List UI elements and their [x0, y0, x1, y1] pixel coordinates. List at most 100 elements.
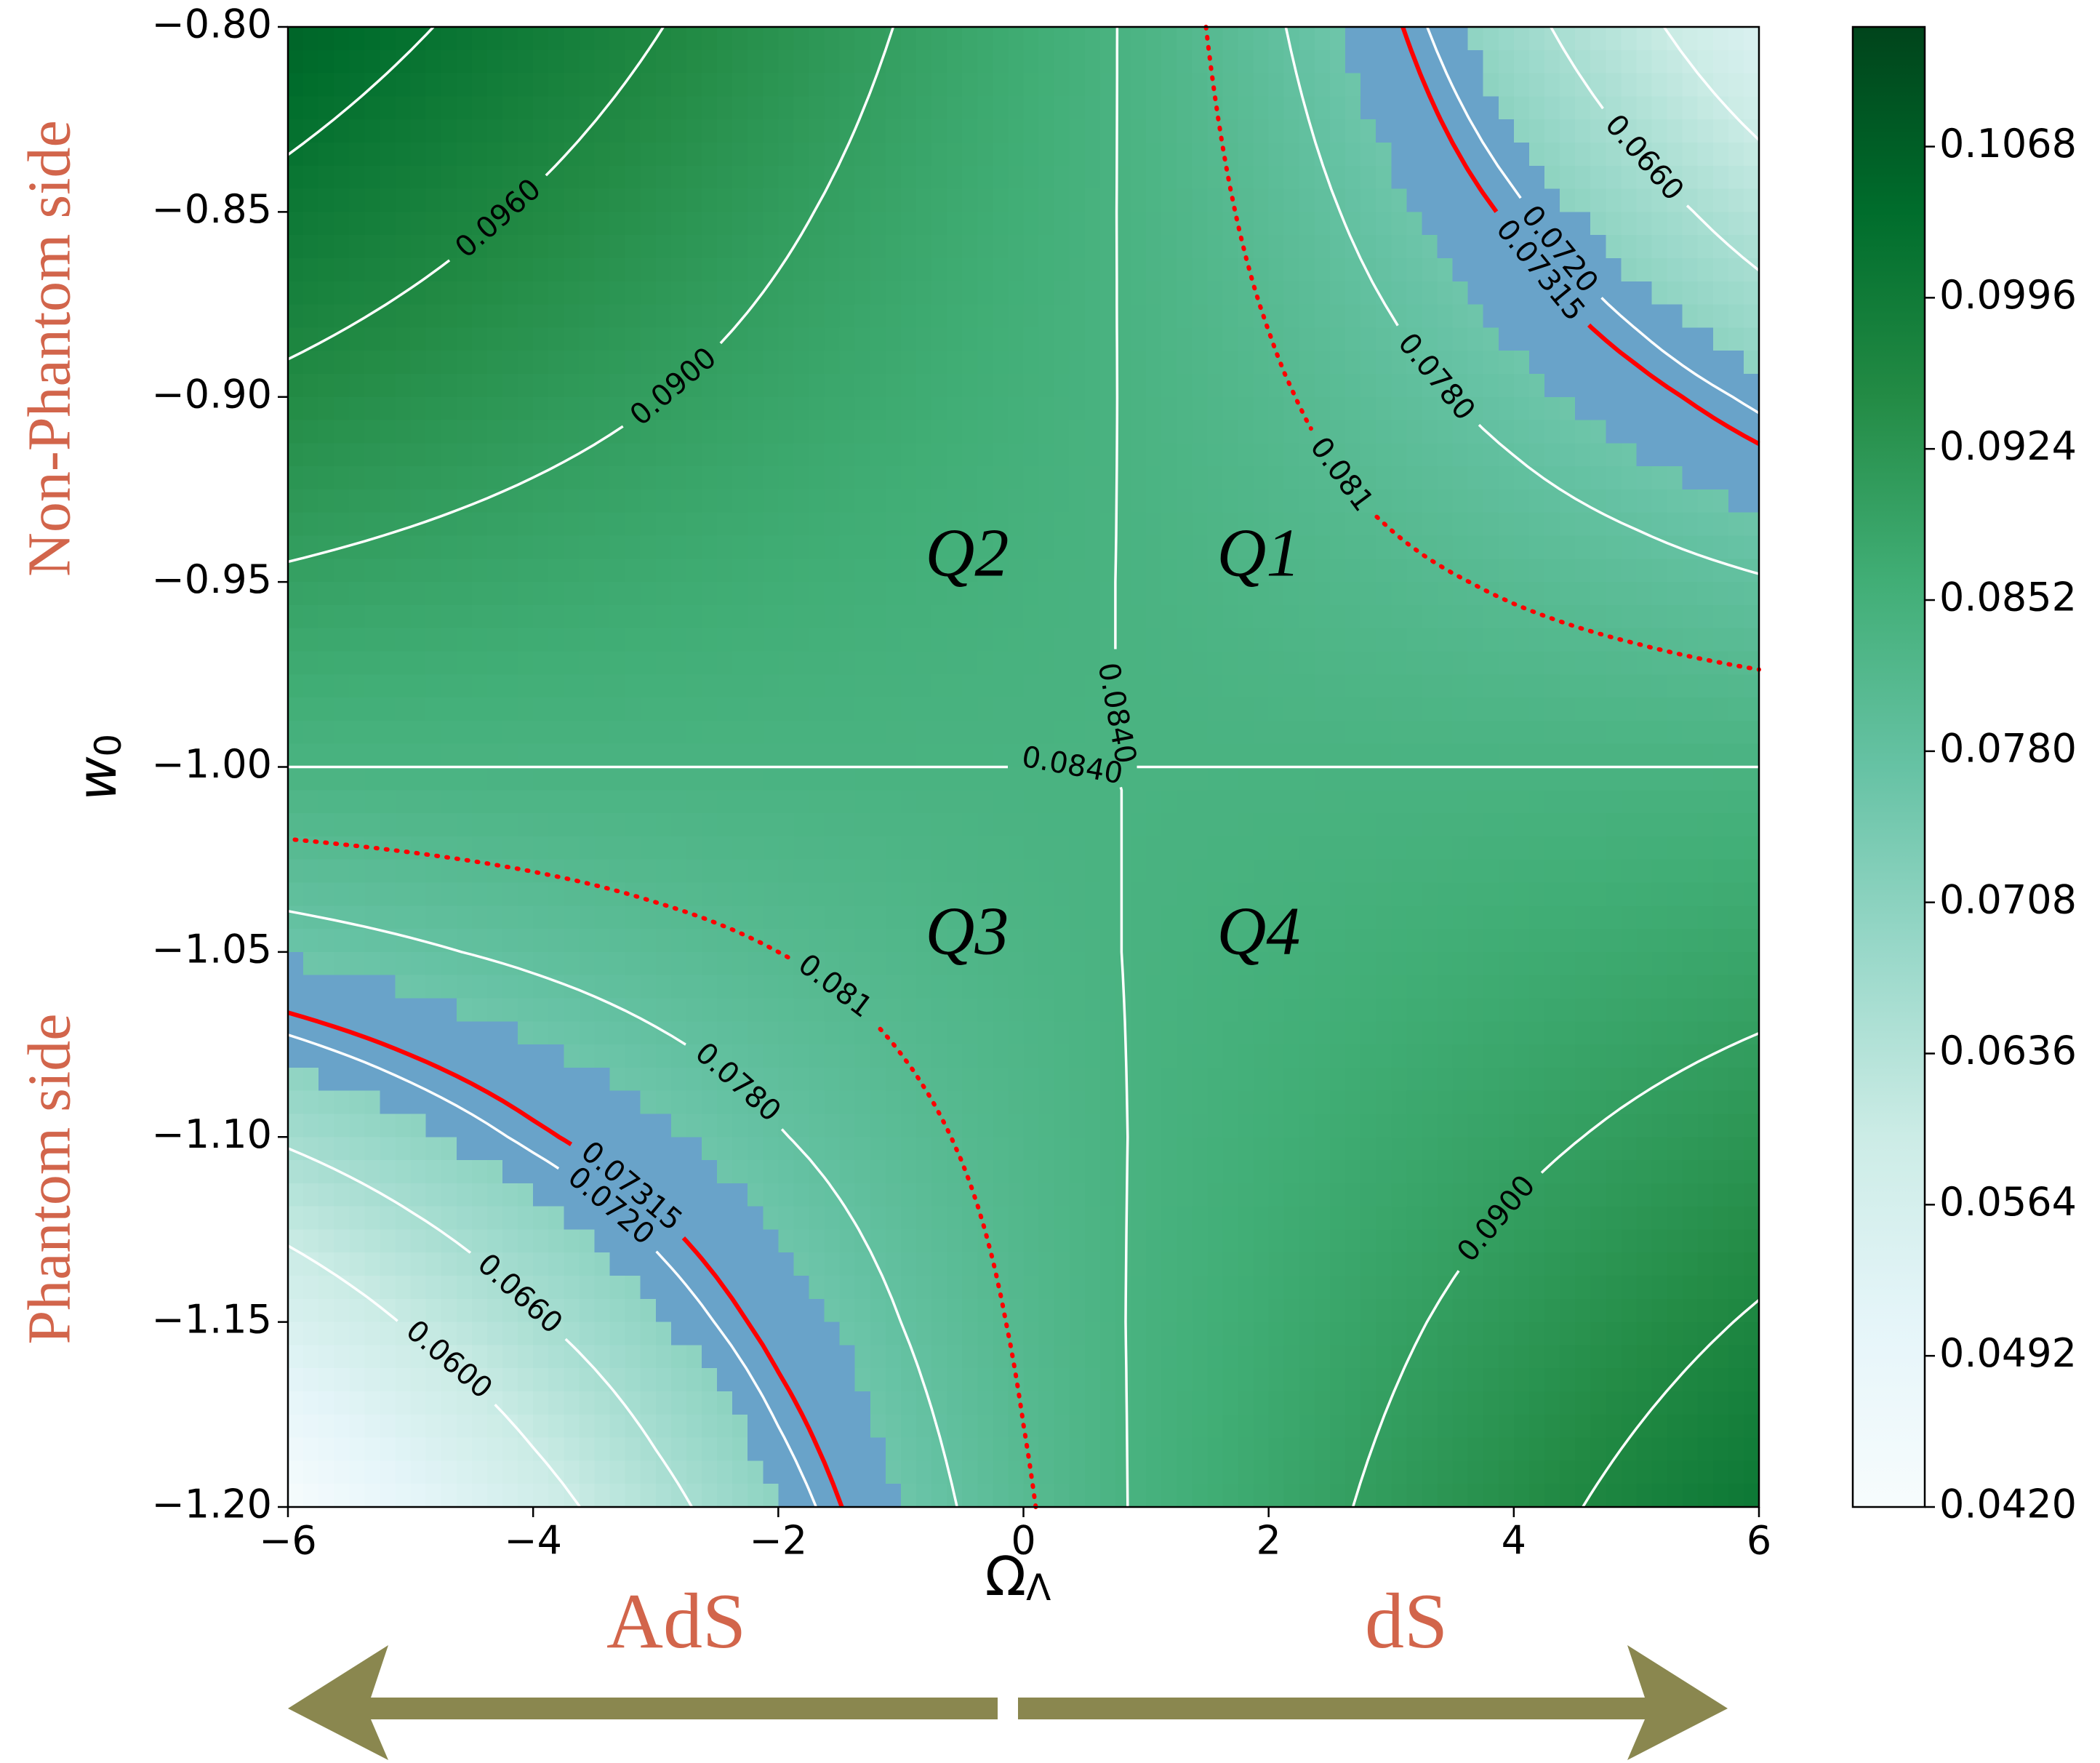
- field-cell: [671, 929, 687, 952]
- field-cell: [396, 397, 412, 420]
- field-cell: [886, 1252, 902, 1276]
- field-cell: [1376, 697, 1392, 721]
- field-cell: [1238, 1044, 1254, 1068]
- field-cell: [1085, 628, 1101, 652]
- field-cell: [1024, 351, 1040, 374]
- field-cell: [778, 1252, 794, 1276]
- field-cell: [288, 327, 304, 351]
- field-cell: [579, 882, 595, 906]
- field-cell: [411, 860, 427, 883]
- field-cell: [610, 443, 626, 466]
- field-cell: [380, 882, 396, 906]
- field-cell: [1544, 652, 1560, 675]
- field-cell: [1391, 790, 1407, 813]
- field-cell: [1667, 50, 1683, 73]
- field-cell: [502, 836, 518, 860]
- field-cell: [426, 998, 442, 1021]
- field-cell: [1560, 998, 1576, 1021]
- field-cell: [886, 351, 902, 374]
- field-cell: [1406, 513, 1422, 536]
- field-cell: [702, 882, 718, 906]
- field-cell: [472, 906, 488, 929]
- field-cell: [1468, 466, 1484, 489]
- field-cell: [1514, 305, 1530, 328]
- field-cell: [809, 559, 825, 582]
- field-cell: [641, 559, 657, 582]
- field-cell: [1621, 582, 1637, 605]
- field-cell: [564, 420, 580, 444]
- field-cell: [288, 1276, 304, 1299]
- field-cell: [1207, 397, 1223, 420]
- field-cell: [1330, 860, 1346, 883]
- field-cell: [579, 1091, 595, 1114]
- field-cell: [411, 281, 427, 305]
- field-cell: [318, 721, 334, 744]
- field-cell: [840, 96, 856, 119]
- field-cell: [702, 952, 718, 975]
- field-cell: [870, 489, 886, 513]
- field-cell: [1376, 1091, 1392, 1114]
- field-cell: [1636, 1091, 1652, 1114]
- field-cell: [778, 975, 794, 999]
- field-cell: [1254, 212, 1270, 235]
- field-cell: [318, 305, 334, 328]
- field-cell: [579, 1114, 595, 1137]
- field-cell: [1100, 906, 1116, 929]
- field-cell: [1054, 929, 1070, 952]
- field-cell: [625, 813, 641, 836]
- field-cell: [732, 327, 748, 351]
- field-cell: [671, 836, 687, 860]
- field-cell: [1683, 605, 1699, 628]
- field-cell: [487, 351, 503, 374]
- field-cell: [763, 1276, 779, 1299]
- field-cell: [411, 559, 427, 582]
- field-cell: [1207, 73, 1223, 97]
- field-cell: [1222, 50, 1238, 73]
- field-cell: [717, 559, 733, 582]
- field-cell: [1054, 1091, 1070, 1114]
- field-cell: [763, 143, 779, 166]
- field-cell: [1468, 27, 1484, 50]
- field-cell: [870, 281, 886, 305]
- field-cell: [732, 1021, 748, 1044]
- field-cell: [1636, 189, 1652, 212]
- field-cell: [809, 281, 825, 305]
- field-cell: [1330, 836, 1346, 860]
- field-cell: [303, 1160, 319, 1183]
- field-cell: [625, 189, 641, 212]
- field-cell: [1254, 119, 1270, 143]
- field-cell: [1453, 767, 1469, 791]
- field-cell: [641, 1137, 657, 1160]
- field-cell: [686, 836, 702, 860]
- field-cell: [840, 374, 856, 397]
- field-cell: [1468, 420, 1484, 444]
- field-cell: [349, 721, 365, 744]
- field-cell: [288, 420, 304, 444]
- field-cell: [1330, 952, 1346, 975]
- field-cell: [931, 189, 947, 212]
- field-cell: [548, 906, 564, 929]
- field-cell: [1254, 96, 1270, 119]
- field-cell: [1008, 235, 1024, 258]
- field-cell: [411, 1276, 427, 1299]
- field-cell: [1161, 536, 1177, 559]
- field-cell: [825, 697, 841, 721]
- field-cell: [625, 1044, 641, 1068]
- field-cell: [732, 258, 748, 281]
- field-cell: [518, 397, 534, 420]
- field-cell: [916, 790, 932, 813]
- field-cell: [962, 96, 978, 119]
- field-cell: [1070, 305, 1086, 328]
- field-cell: [977, 189, 993, 212]
- field-cell: [1177, 652, 1193, 675]
- field-cell: [1330, 906, 1346, 929]
- field-cell: [1177, 975, 1193, 999]
- field-cell: [840, 1276, 856, 1299]
- field-cell: [288, 582, 304, 605]
- field-cell: [1315, 281, 1331, 305]
- field-cell: [1315, 327, 1331, 351]
- field-cell: [1008, 50, 1024, 73]
- field-cell: [1284, 744, 1300, 767]
- field-cell: [426, 697, 442, 721]
- field-cell: [1651, 697, 1667, 721]
